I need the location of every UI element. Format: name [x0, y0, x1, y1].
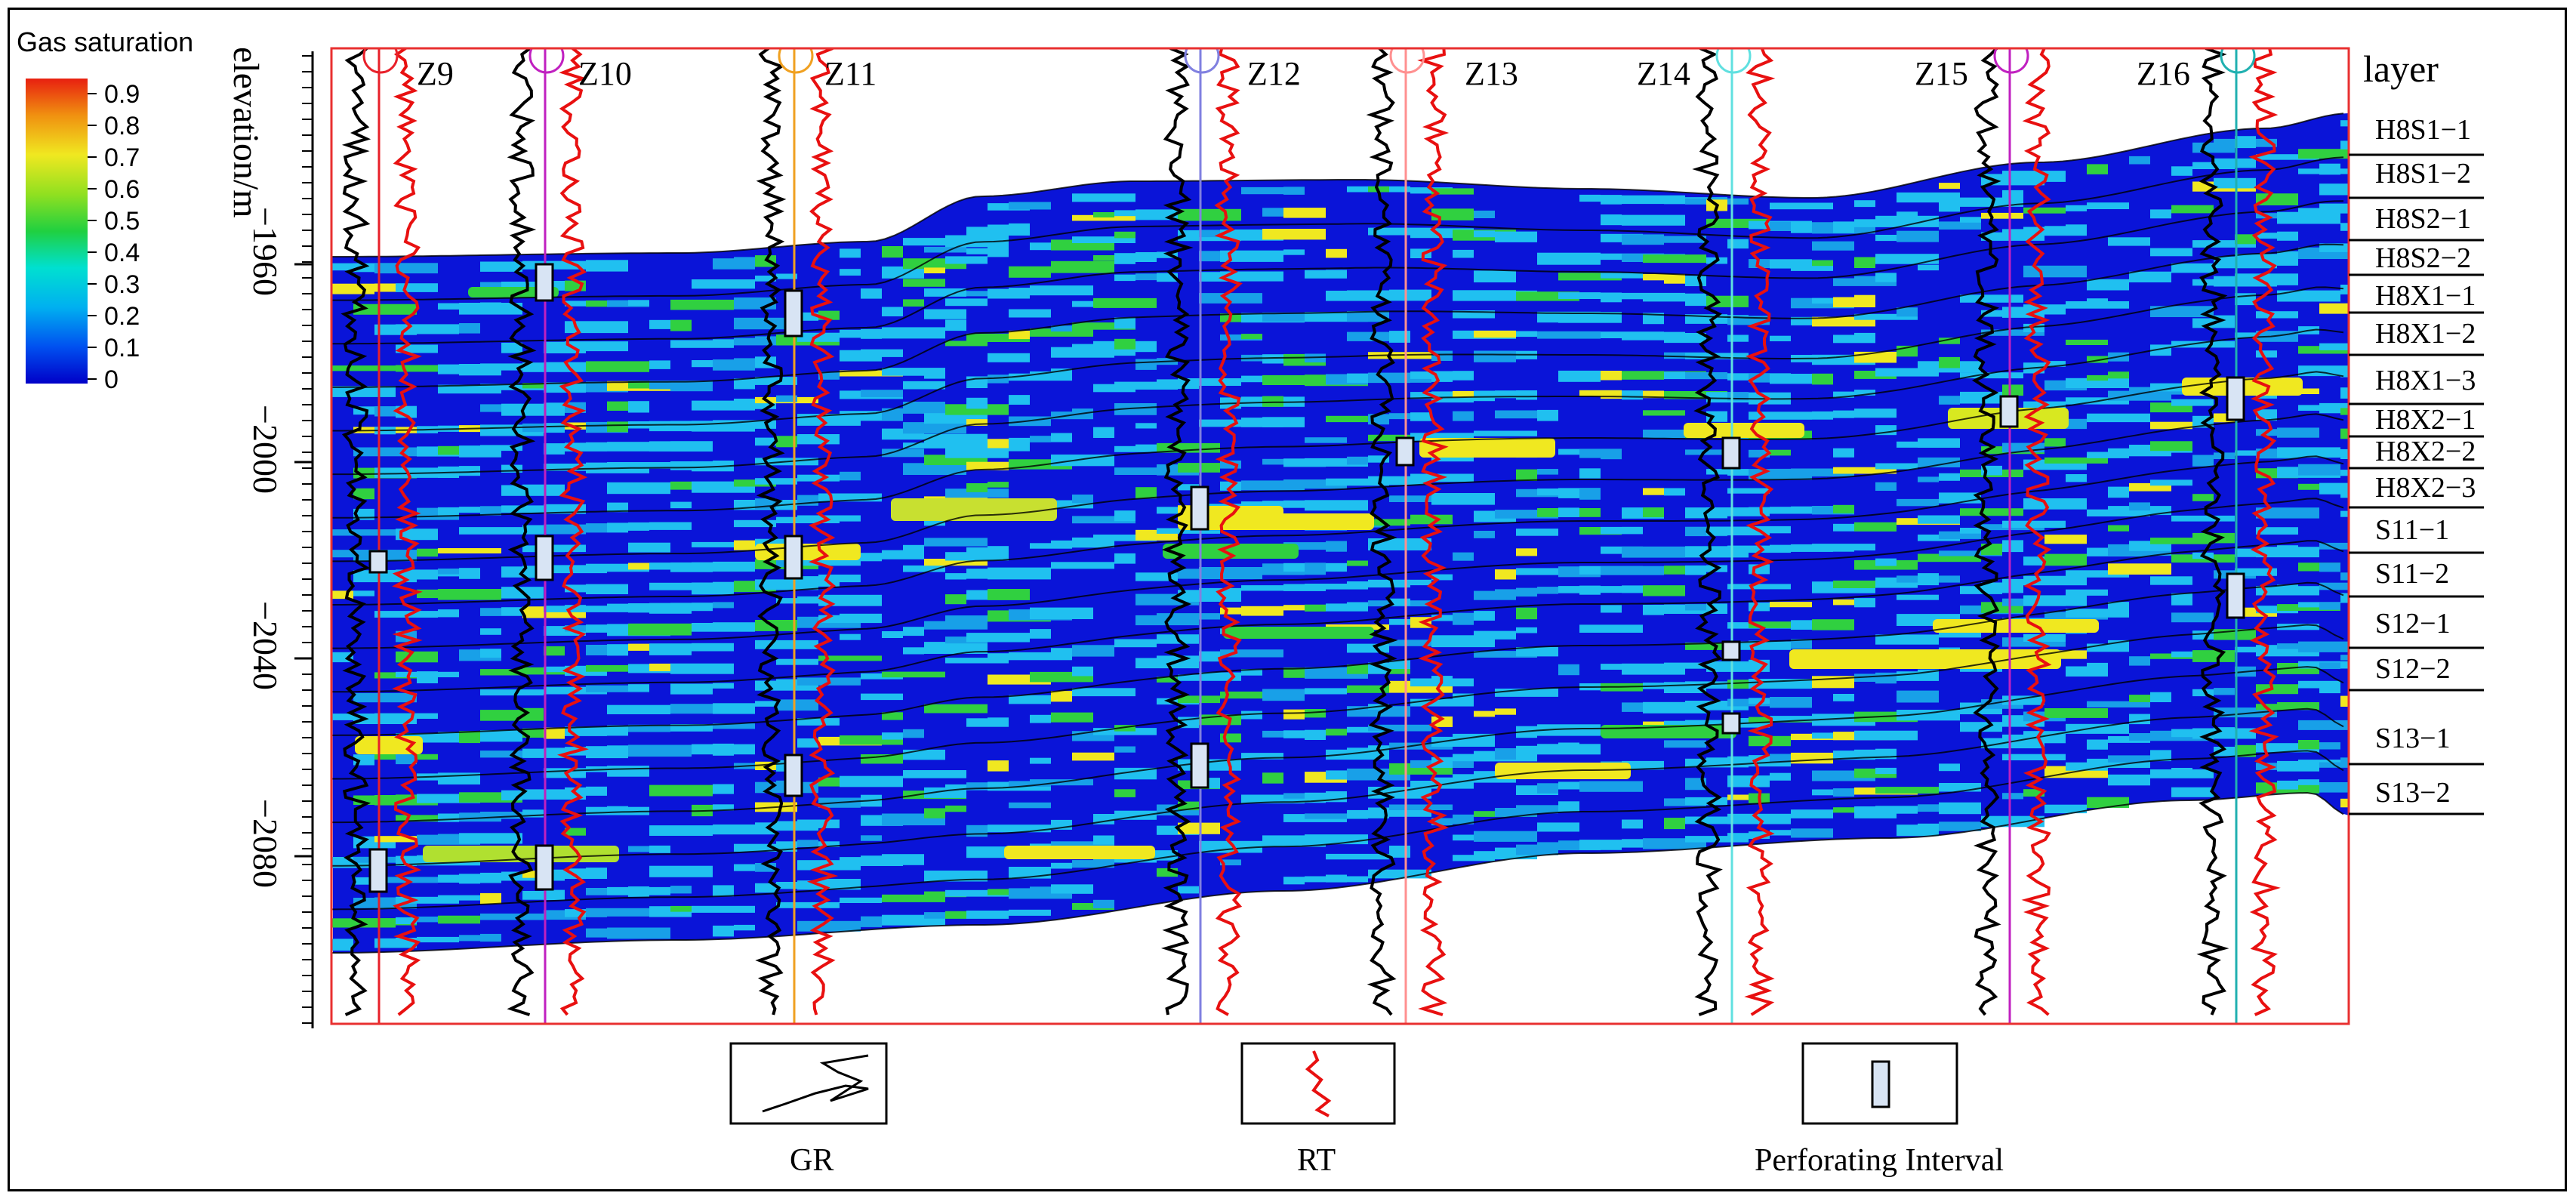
colorbar-tick-label: 0.1 — [104, 334, 140, 362]
layer-label: H8S2−2 — [2375, 242, 2471, 274]
well-z14 — [1692, 48, 1776, 1024]
layer-label: S12−1 — [2375, 608, 2451, 640]
layer-label: S13−2 — [2375, 777, 2451, 809]
well-z13 — [1366, 48, 1450, 1024]
well-label: Z12 — [1247, 55, 1301, 92]
y-axis: elevation/m −1960 −2000 −2040 −2080 — [226, 47, 314, 1028]
figure-frame — [8, 8, 2567, 1191]
plot-area — [331, 48, 2349, 1024]
perforation-marker — [1721, 640, 1741, 661]
layer-header: layer — [2363, 48, 2439, 90]
perforation-marker — [368, 848, 388, 893]
saturation-streaks — [332, 120, 2349, 951]
perforation-marker — [1721, 436, 1741, 470]
perforation-marker — [535, 263, 554, 302]
well-z10 — [507, 48, 589, 1024]
well-label: Z9 — [417, 55, 454, 92]
colorbar-tick-label: 0.4 — [104, 239, 140, 267]
layer-label: H8S2−1 — [2375, 203, 2471, 235]
perforation-marker — [368, 550, 388, 574]
perforation-marker — [1395, 436, 1415, 467]
colorbar-tick-label: 0.9 — [104, 80, 140, 109]
colorbar: Gas saturation 0.90.80.70.60.50.40.30.20… — [17, 26, 193, 394]
colorbar-tick-label: 0.2 — [104, 302, 140, 331]
layer-label: H8X1−2 — [2375, 318, 2476, 350]
well-z15 — [1971, 48, 2052, 1024]
y-axis-tick-label: −2000 — [246, 405, 285, 494]
plot-border — [330, 47, 2350, 1025]
well-label: Z16 — [2137, 55, 2190, 92]
colorbar-gradient — [26, 79, 88, 384]
well-labels: Z9 Z10 Z11 Z12 Z13 Z14 Z15 Z16 — [417, 55, 2190, 92]
well-label: Z10 — [578, 55, 632, 92]
layer-label: H8S1−2 — [2375, 158, 2471, 190]
legend-perf-label: Perforating Interval — [1755, 1143, 2004, 1178]
perforation-marker — [1721, 712, 1741, 735]
layer-label: H8X1−3 — [2375, 365, 2476, 396]
well-label: Z15 — [1915, 55, 1968, 92]
layer-label: S12−2 — [2375, 653, 2451, 685]
y-axis-tick-label: −1960 — [246, 207, 285, 296]
well-z11 — [755, 48, 839, 1024]
colorbar-tick-label: 0 — [104, 365, 119, 394]
colorbar-title: Gas saturation — [17, 26, 193, 57]
well-z16 — [2196, 48, 2281, 1024]
y-axis-tick-label: −2080 — [246, 799, 285, 888]
y-axis-tick-label: −2040 — [246, 601, 285, 690]
layer-label: H8X2−1 — [2375, 404, 2476, 436]
perforation-marker — [535, 535, 554, 581]
y-axis-label: elevation/m — [226, 47, 266, 218]
perforation-marker — [784, 754, 803, 797]
colorbar-tick-label: 0.6 — [104, 175, 140, 204]
perforation-marker — [784, 535, 803, 580]
colorbar-tick-label: 0.5 — [104, 207, 140, 236]
legend-rt-label: RT — [1297, 1143, 1336, 1178]
legend-rt: RT — [1240, 1042, 1396, 1178]
colorbar-ticks: 0.9 0.8 0.7 0.6 0.5 0.4 0.3 0.2 0.1 0 — [88, 80, 140, 394]
perforation-marker — [2226, 572, 2245, 619]
well-z12 — [1160, 48, 1243, 1024]
layer-label: H8X1−1 — [2375, 280, 2476, 312]
layer-label: S11−1 — [2375, 514, 2449, 546]
perforation-marker — [535, 844, 554, 891]
perforation-marker — [1999, 395, 2019, 428]
colorbar-tick-label: 0.3 — [104, 270, 140, 299]
layer-label: S11−2 — [2375, 558, 2449, 590]
legend-gr: GR — [729, 1042, 888, 1178]
perforation-marker — [784, 289, 803, 338]
layer-label: H8S1−1 — [2375, 114, 2471, 146]
perforation-marker — [1190, 742, 1209, 789]
legend: GR RT Perforating Interval — [729, 1042, 2004, 1178]
well-label: Z13 — [1465, 55, 1518, 92]
y-axis-ticks: −1960 −2000 −2040 −2080 — [246, 55, 313, 1024]
colorbar-tick-label: 0.7 — [104, 143, 140, 172]
layer-label: S13−1 — [2375, 723, 2451, 754]
perforation-marker — [2226, 376, 2245, 421]
layer-column: layer H8S1−1 H8S1−2 H8S2−1 H8S2−2 H8X1−1 H8X1… — [2349, 48, 2484, 815]
colorbar-tick-label: 0.8 — [104, 112, 140, 140]
well-label: Z11 — [824, 55, 877, 92]
legend-gr-label: GR — [790, 1143, 834, 1178]
well-z9 — [340, 48, 423, 1024]
layer-label: H8X2−2 — [2375, 436, 2476, 467]
perforation-marker — [1190, 485, 1209, 531]
wells — [340, 48, 2281, 1024]
legend-perf: Perforating Interval — [1755, 1042, 2004, 1178]
layer-boundaries — [331, 113, 2344, 954]
well-label: Z14 — [1637, 55, 1690, 92]
layer-label: H8X2−3 — [2375, 472, 2476, 504]
